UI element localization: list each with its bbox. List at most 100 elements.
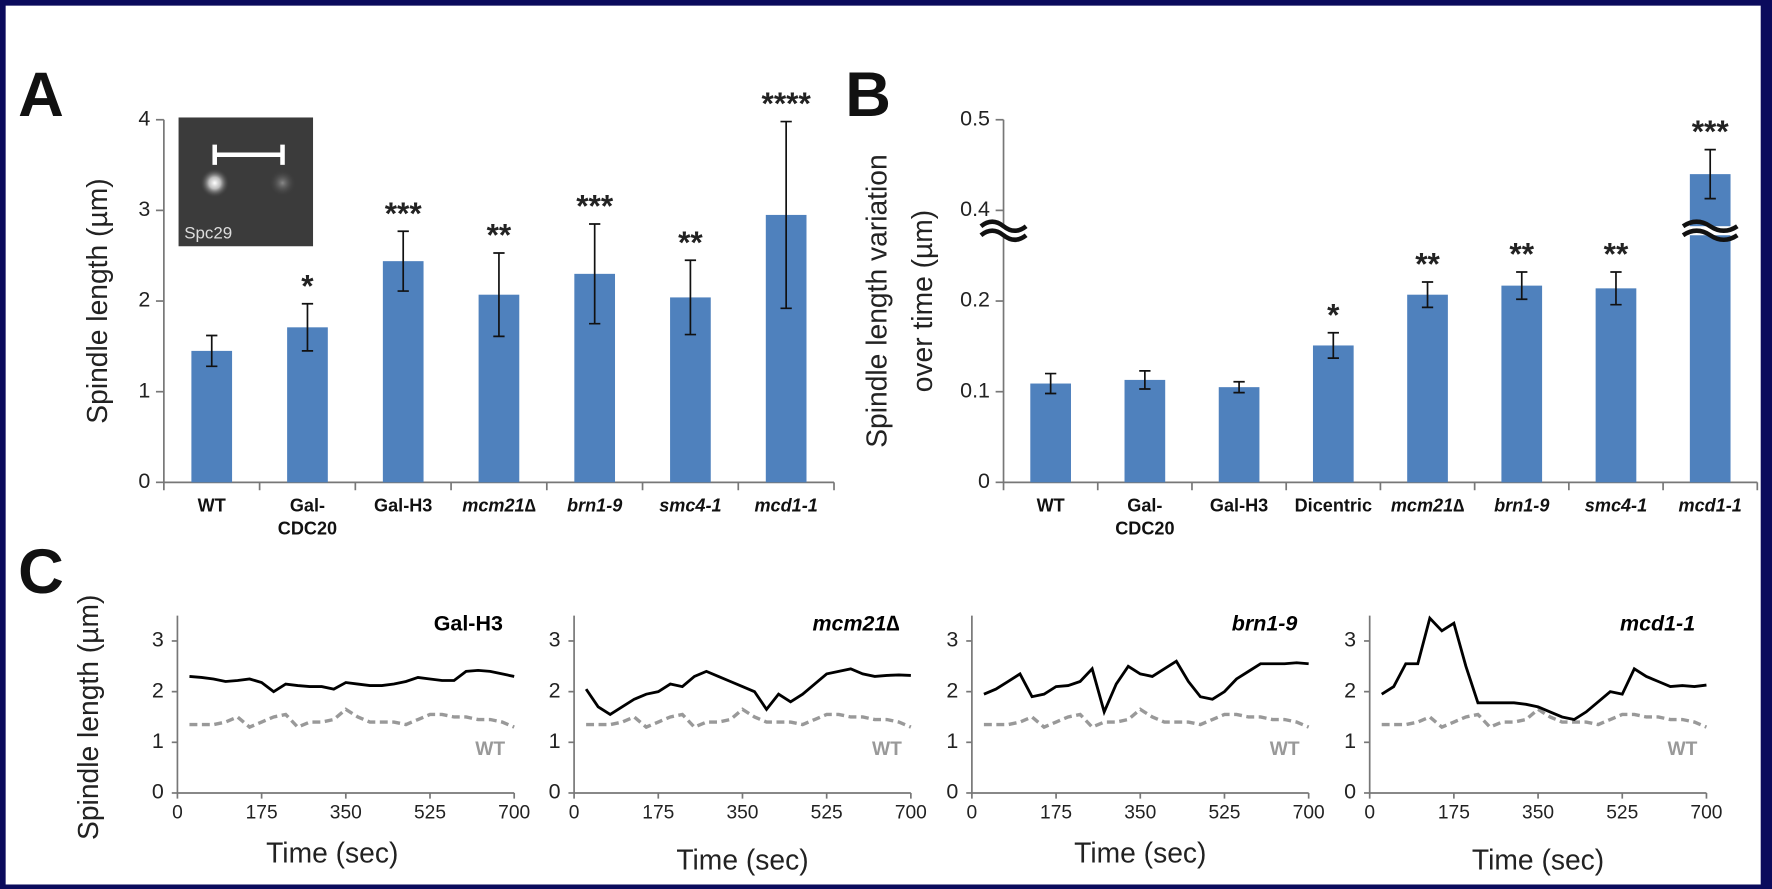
x-tick-label: 175 <box>246 802 278 823</box>
x-tick-label: mcm21∆ <box>462 497 536 517</box>
x-tick-label-box: Gal- CDC20 <box>1115 497 1174 539</box>
x-axis-title: Time (sec) <box>1074 837 1206 869</box>
x-axis-title: Time (sec) <box>676 843 808 875</box>
y-tick-label: 0 <box>138 469 150 493</box>
x-tick-label: 0 <box>967 802 978 823</box>
bar <box>1407 294 1448 483</box>
x-tick-label-box: WT <box>197 497 226 517</box>
reference-line <box>983 707 1310 730</box>
error-bar <box>1421 281 1434 309</box>
x-tick-label: 350 <box>1522 802 1554 823</box>
x-tick-label: 175 <box>642 802 674 823</box>
x-tick-label: 525 <box>414 802 446 823</box>
bar <box>382 261 424 483</box>
series-label: WT <box>872 739 902 760</box>
x-axis-title: Time (sec) <box>266 837 398 869</box>
error-bar <box>1327 331 1339 359</box>
x-tick-label-box: mcd1-1 <box>754 497 818 517</box>
reference-line <box>1381 707 1708 730</box>
y-tick-label: 2 <box>549 678 561 702</box>
x-tick-label: mcd1-1 <box>754 497 818 517</box>
x-tick-label-box: mcm21∆ <box>462 497 536 517</box>
bar <box>287 327 328 483</box>
panel-letter: C <box>18 537 64 607</box>
data-line <box>983 659 1309 717</box>
x-tick-label-box: mcd1-1 <box>1679 497 1742 516</box>
x-tick-label: 350 <box>726 802 758 823</box>
reference-line <box>189 707 515 730</box>
y-tick-label: 1 <box>138 378 150 402</box>
x-tick-label: mcm21∆ <box>1390 497 1465 517</box>
significance-label: * <box>301 267 314 303</box>
y-tick-label: 0.5 <box>960 106 990 130</box>
error-bar <box>684 259 697 336</box>
y-axis-title: Spindle length variation <box>861 154 893 447</box>
x-axis-title: Time (sec) <box>1472 843 1604 875</box>
y-tick-label: 1 <box>946 729 958 753</box>
x-tick-label-box: Gal- CDC20 <box>278 497 337 539</box>
series-label: WT <box>1270 739 1300 760</box>
significance-label: * <box>1327 296 1340 332</box>
x-tick-label-box: brn1-9 <box>1494 497 1550 517</box>
x-tick-label: 700 <box>1293 802 1325 823</box>
inset-image: Spc29 <box>178 117 314 247</box>
error-bar <box>301 302 314 352</box>
x-tick-label: WT <box>1036 497 1065 517</box>
x-tick-label: 525 <box>811 802 843 823</box>
y-tick-label: 0 <box>152 780 164 804</box>
x-tick-label-box: smc4-1 <box>659 497 722 517</box>
error-bar <box>493 252 505 338</box>
axis-break-gap <box>980 226 1027 236</box>
significance-label: ** <box>1415 246 1440 282</box>
error-bar <box>1516 271 1528 301</box>
x-tick-label-box: mcm21∆ <box>1390 497 1465 517</box>
error-bar <box>780 120 792 310</box>
axis-break <box>979 219 1028 243</box>
x-tick-label: 525 <box>1606 802 1638 823</box>
series-label: WT <box>1668 739 1698 760</box>
y-tick-label: 2 <box>946 678 958 702</box>
y-axis-title: over time (µm) <box>906 210 938 393</box>
y-tick-label: 0 <box>946 780 958 804</box>
bar <box>1218 387 1260 483</box>
axis-break-gap <box>1683 226 1738 236</box>
significance-label: *** <box>1692 113 1730 149</box>
x-tick-label: WT <box>197 497 226 517</box>
y-axis-title: Spindle length (µm) <box>81 178 113 423</box>
x-tick-label: 350 <box>330 802 362 823</box>
x-tick-label: Gal-H3 <box>374 497 433 517</box>
y-tick-label: 1 <box>1344 729 1356 753</box>
x-tick-label: 700 <box>1690 802 1722 823</box>
x-tick-label: 0 <box>569 802 580 823</box>
bar <box>1501 285 1543 483</box>
y-tick-label: 2 <box>138 288 150 312</box>
error-bar <box>206 334 218 368</box>
chart-title: mcd1-1 <box>1620 611 1695 635</box>
y-tick-label: 2 <box>1344 678 1356 702</box>
x-tick-label: smc4-1 <box>659 497 722 517</box>
x-tick-label-box: Gal-H3 <box>374 497 433 517</box>
y-tick-label: 4 <box>138 106 150 130</box>
x-tick-label: brn1-9 <box>1494 497 1550 517</box>
x-tick-label: Dicentric <box>1294 497 1372 517</box>
x-tick-label: 175 <box>1438 802 1470 823</box>
y-tick-label: 0.2 <box>960 288 990 312</box>
significance-label: **** <box>762 85 812 121</box>
error-bar <box>1044 372 1057 395</box>
y-tick-label: 2 <box>152 678 164 702</box>
y-tick-label: 1 <box>549 729 561 753</box>
panel-letter: B <box>845 60 891 130</box>
error-bar <box>1704 148 1716 200</box>
x-tick-label: 175 <box>1040 802 1072 823</box>
significance-label: *** <box>576 188 614 224</box>
x-tick-label: 700 <box>498 802 530 823</box>
y-tick-label: 3 <box>152 628 164 652</box>
error-bar <box>1233 380 1245 394</box>
y-tick-label: 3 <box>138 197 150 221</box>
x-tick-label-box: brn1-9 <box>567 497 622 516</box>
y-tick-label: 0.4 <box>960 197 990 221</box>
significance-label: ** <box>487 217 512 253</box>
significance-label: ** <box>1509 236 1534 272</box>
y-tick-label: 0 <box>978 469 990 493</box>
error-bar <box>397 230 409 292</box>
